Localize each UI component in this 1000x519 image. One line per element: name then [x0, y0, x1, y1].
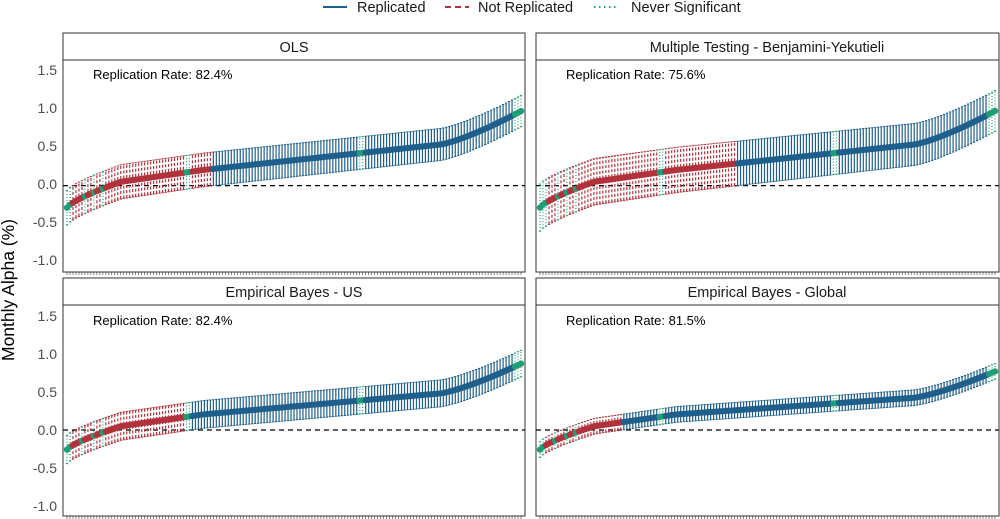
y-tick-label: 1.0	[38, 346, 58, 362]
y-axis-bottom: -1.0 -0.5 0.0 0.5 1.0 1.5	[33, 308, 57, 514]
panel-title: Multiple Testing - Benjamini-Yekutieli	[650, 40, 885, 56]
y-tick-label: -1.0	[33, 498, 57, 514]
alpha-point	[517, 360, 525, 367]
legend-replicated-label: Replicated	[357, 0, 426, 16]
y-tick-label: 0.0	[38, 176, 58, 192]
panel-strip	[62, 32, 526, 61]
panel-marks	[63, 94, 525, 275]
replication-rate-label: Replication Rate: 82.4%	[93, 313, 233, 328]
alpha-point	[991, 368, 999, 375]
replication-rate-label: Replication Rate: 82.4%	[93, 67, 233, 82]
panel-marks	[536, 363, 999, 519]
y-tick-label: -1.0	[33, 252, 57, 268]
legend-never-significant-label: Never Significant	[631, 0, 741, 16]
legend: Replicated Not Replicated Never Signific…	[323, 0, 741, 16]
alpha-point	[991, 107, 999, 115]
panel-strip	[535, 277, 1000, 306]
y-tick-label: 1.5	[38, 62, 58, 78]
y-tick-label: 1.5	[38, 308, 58, 324]
replication-rate-label: Replication Rate: 75.6%	[566, 67, 706, 82]
y-axis-title: Monthly Alpha (%)	[0, 219, 18, 361]
y-tick-label: 0.5	[38, 138, 58, 154]
panel-multiple-testing-by: Multiple Testing - Benjamini-Yekutieli R…	[535, 32, 1000, 275]
replication-rate-label: Replication Rate: 81.5%	[566, 313, 706, 328]
y-tick-label: 0.0	[38, 422, 58, 438]
panel-empirical-bayes-global: Empirical Bayes - Global Replication Rat…	[535, 277, 1000, 519]
panel-strip	[535, 32, 1000, 61]
panel-strip	[62, 277, 526, 306]
y-tick-label: 1.0	[38, 100, 58, 116]
panel-marks	[63, 349, 525, 519]
y-tick-label: 0.5	[38, 384, 58, 400]
panel-ols: OLS Replication Rate: 82.4%	[62, 32, 526, 275]
panel-marks	[536, 90, 999, 275]
y-axis-top: -1.0 -0.5 0.0 0.5 1.0 1.5	[33, 62, 57, 268]
y-tick-label: -0.5	[33, 214, 57, 230]
panel-title: Empirical Bayes - US	[226, 285, 363, 301]
panel-title: Empirical Bayes - Global	[688, 285, 847, 301]
y-tick-label: -0.5	[33, 460, 57, 476]
alpha-point	[517, 107, 525, 115]
legend-not-replicated-label: Not Replicated	[478, 0, 573, 16]
panel-empirical-bayes-us: Empirical Bayes - US Replication Rate: 8…	[62, 277, 526, 519]
panel-title: OLS	[279, 40, 308, 56]
